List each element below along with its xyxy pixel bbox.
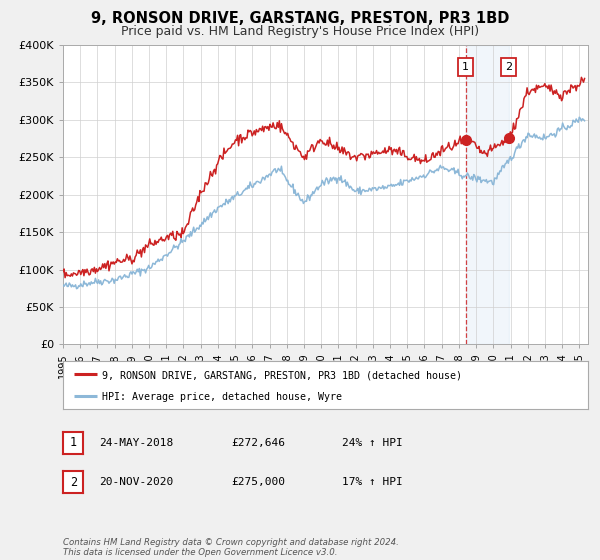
Text: 17% ↑ HPI: 17% ↑ HPI [342, 477, 403, 487]
Text: £275,000: £275,000 [231, 477, 285, 487]
Text: 9, RONSON DRIVE, GARSTANG, PRESTON, PR3 1BD (detached house): 9, RONSON DRIVE, GARSTANG, PRESTON, PR3 … [103, 370, 463, 380]
Text: HPI: Average price, detached house, Wyre: HPI: Average price, detached house, Wyre [103, 392, 343, 402]
Text: 20-NOV-2020: 20-NOV-2020 [99, 477, 173, 487]
Text: 1: 1 [462, 62, 469, 72]
Text: 1: 1 [70, 436, 77, 450]
Text: 2: 2 [505, 62, 512, 72]
Bar [466, 45, 509, 344]
Text: Price paid vs. HM Land Registry's House Price Index (HPI): Price paid vs. HM Land Registry's House … [121, 25, 479, 38]
Text: £272,646: £272,646 [231, 438, 285, 448]
Text: 9, RONSON DRIVE, GARSTANG, PRESTON, PR3 1BD: 9, RONSON DRIVE, GARSTANG, PRESTON, PR3 … [91, 11, 509, 26]
Text: 24% ↑ HPI: 24% ↑ HPI [342, 438, 403, 448]
Text: 24-MAY-2018: 24-MAY-2018 [99, 438, 173, 448]
Text: Contains HM Land Registry data © Crown copyright and database right 2024.
This d: Contains HM Land Registry data © Crown c… [63, 538, 399, 557]
Text: 2: 2 [70, 475, 77, 489]
